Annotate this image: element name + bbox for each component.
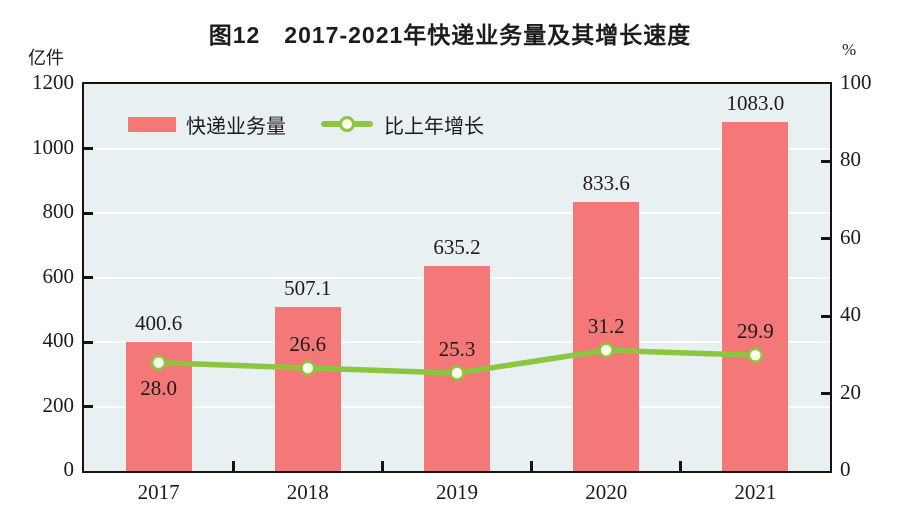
legend: 快递业务量 比上年增长 (128, 112, 484, 138)
right-axis-tick-label: 80 (840, 147, 861, 172)
x-axis-category-label: 2018 (286, 480, 329, 504)
bar-value-label: 400.6 (134, 310, 183, 335)
left-axis-tick-label: 400 (42, 328, 75, 352)
x-axis-category-label: 2019 (436, 480, 478, 504)
x-axis-category-label: 2017 (137, 480, 180, 504)
bar-value-label: 635.2 (433, 235, 481, 260)
line-point-2019 (449, 365, 465, 381)
right-axis-unit-label: % (842, 40, 857, 59)
left-axis-tick-label: 1200 (32, 70, 74, 94)
bar-value-label: 833.6 (582, 171, 630, 196)
line-point-2021 (747, 347, 764, 364)
x-axis-tick (530, 461, 534, 471)
left-axis-tick-label: 200 (42, 392, 75, 417)
growth-line-layer (150, 342, 764, 381)
right-axis-tick (821, 392, 830, 396)
line-value-label: 25.3 (438, 337, 476, 362)
chart-title: 图12 2017-2021年快递业务量及其增长速度 (208, 22, 692, 48)
left-axis-tick (84, 147, 93, 150)
bar-2020 (573, 202, 640, 471)
line-value-label: 31.2 (587, 314, 625, 339)
right-axis-tick-label: 0 (840, 457, 851, 481)
x-axis-tick (380, 461, 384, 471)
left-axis-tick-label: 1000 (32, 134, 74, 159)
bar-2018 (274, 307, 341, 471)
bar-2021 (722, 121, 789, 471)
grid-line (84, 212, 830, 214)
plot-area: 快递业务量 比上年增长 400.6 507.1 635.2 833.6 1083.0 28… (82, 82, 832, 473)
line-value-label: 26.6 (289, 332, 327, 357)
grid-line (84, 147, 830, 150)
legend-bar-swatch (128, 116, 176, 132)
legend-line-marker-icon (321, 116, 373, 132)
left-axis-tick-label: 800 (42, 199, 75, 223)
right-axis-tick-label: 100 (840, 70, 872, 94)
line-value-label: 28.0 (140, 375, 177, 400)
left-axis-tick (84, 340, 93, 344)
legend-line-label: 比上年增长 (384, 115, 484, 138)
x-axis-tick (231, 461, 235, 471)
x-axis-tick (679, 461, 683, 471)
right-axis-tick (821, 159, 830, 163)
right-axis-tick-label: 60 (840, 224, 861, 249)
left-axis-tick-label: 600 (42, 263, 75, 288)
legend-bar-label: 快递业务量 (186, 115, 286, 138)
line-point-2018 (300, 360, 316, 376)
left-axis-tick-label: 0 (63, 457, 75, 481)
right-axis-tick-label: 20 (840, 379, 861, 404)
left-axis-tick (84, 211, 93, 215)
x-axis-category-label: 2020 (585, 480, 628, 504)
bar-value-label: 1083.0 (726, 90, 785, 115)
left-axis-tick (84, 405, 93, 408)
x-axis-category-label: 2021 (734, 480, 777, 504)
line-point-2020 (598, 342, 615, 359)
line-value-label: 29.9 (737, 319, 774, 344)
left-axis-unit-label: 亿件 (28, 48, 64, 68)
line-point-2017 (150, 354, 167, 371)
bar-value-label: 507.1 (284, 276, 332, 301)
left-axis-tick (84, 276, 93, 279)
right-axis-tick (821, 237, 830, 241)
right-axis-tick (821, 314, 830, 318)
right-axis-tick-label: 40 (840, 302, 861, 327)
